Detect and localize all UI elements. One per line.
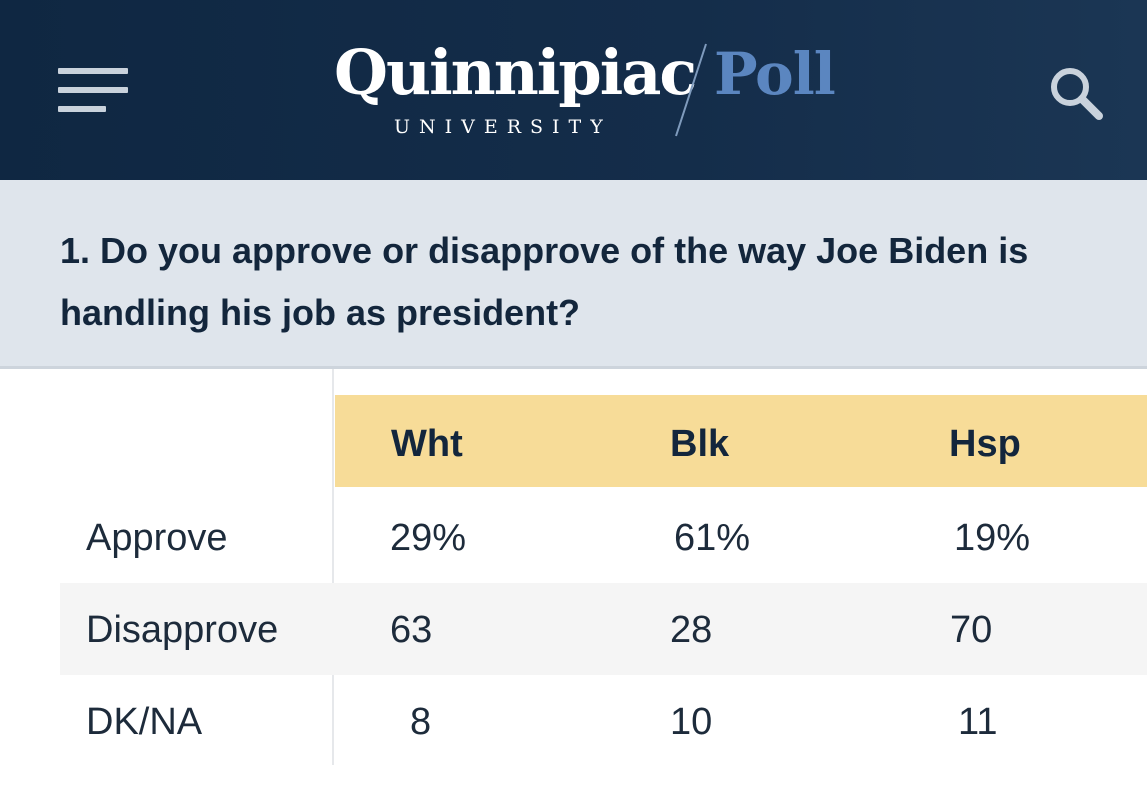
table-divider	[332, 369, 334, 765]
table-header-row: Wht Blk Hsp	[335, 395, 1147, 487]
table-cell: 19%	[954, 517, 1031, 559]
question-text: 1. Do you approve or disapprove of the w…	[60, 230, 1029, 333]
row-label: Approve	[86, 517, 228, 559]
search-icon[interactable]	[1046, 63, 1104, 121]
logo-poll: Poll	[714, 40, 836, 108]
row-label: DK/NA	[86, 701, 203, 743]
logo-name: Quinnipiac	[334, 36, 697, 109]
hamburger-menu-icon[interactable]	[58, 64, 128, 114]
column-header-hsp: Hsp	[949, 423, 1021, 465]
table-row-dk-na: DK/NA 8 10 11	[60, 675, 1147, 767]
table-row-disapprove: Disapprove 63 28 70	[60, 583, 1147, 675]
table-cell: 28	[670, 609, 713, 651]
site-header: Quinnipiac Poll UNIVERSITY	[0, 0, 1147, 180]
table-cell: 29%	[390, 517, 467, 559]
table-cell: 61%	[674, 517, 751, 559]
table-row-approve: Approve 29% 61% 19%	[60, 491, 1147, 583]
logo-university: UNIVERSITY	[394, 116, 612, 138]
column-header-wht: Wht	[391, 423, 463, 465]
table-cell: 11	[958, 701, 998, 743]
column-header-blk: Blk	[670, 423, 730, 465]
quinnipiac-poll-logo[interactable]: Quinnipiac Poll UNIVERSITY	[330, 36, 850, 146]
table-cell: 70	[950, 609, 993, 651]
table-cell: 8	[410, 701, 432, 743]
logo-slash-icon	[675, 43, 707, 137]
question-banner: 1. Do you approve or disapprove of the w…	[0, 180, 1147, 369]
table-cell: 10	[670, 701, 713, 743]
row-label: Disapprove	[86, 609, 279, 651]
table-cell: 63	[390, 609, 433, 651]
